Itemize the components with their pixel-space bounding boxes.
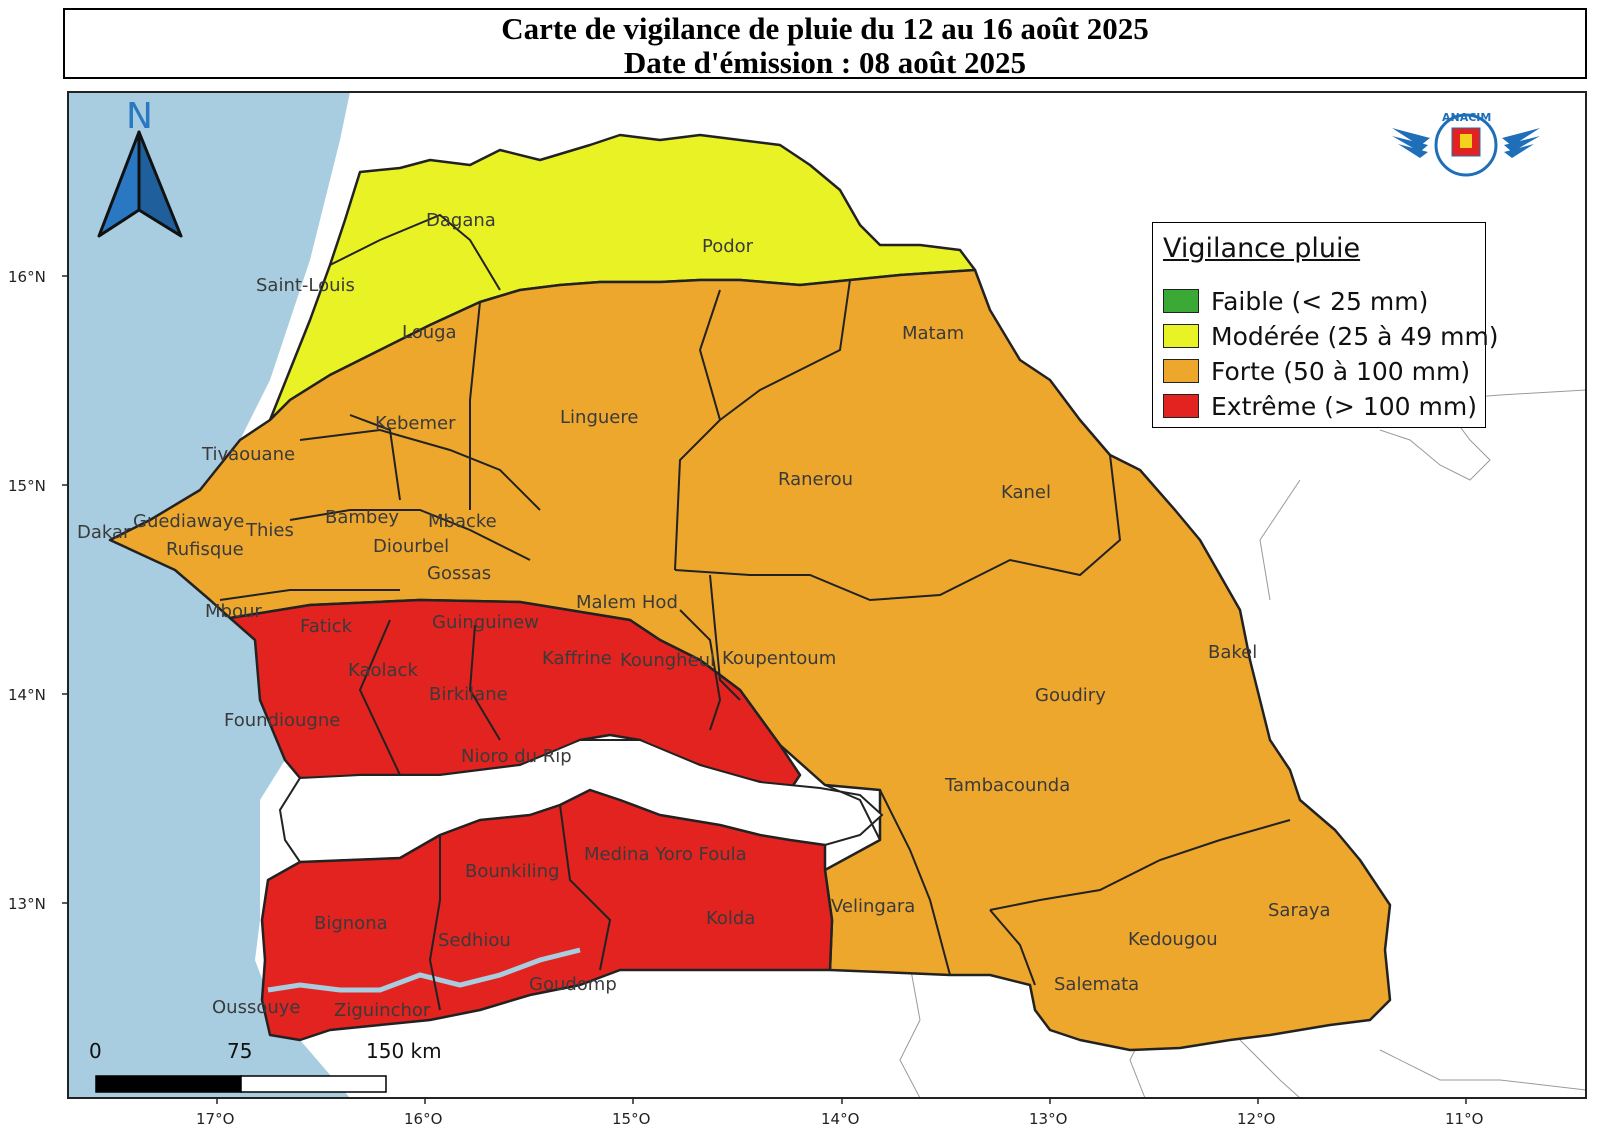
lon-label: 14°O <box>821 1110 859 1128</box>
anacim-logo: ANACIM <box>1392 111 1540 177</box>
place-label: Koungheul <box>620 650 715 671</box>
legend-item-forte: Forte (50 à 100 mm) <box>1163 356 1471 386</box>
place-label: Goudomp <box>529 974 617 995</box>
place-label: Tivaouane <box>201 444 295 465</box>
place-label: Thies <box>245 520 294 541</box>
department-borders <box>219 213 1291 1011</box>
place-label: Salemata <box>1054 974 1139 995</box>
place-label: Kaolack <box>348 660 418 681</box>
legend-item-moderee: Modérée (25 à 49 mm) <box>1163 321 1499 351</box>
legend-swatch <box>1163 289 1199 313</box>
place-label: Tambacounda <box>944 775 1070 796</box>
department-labels: Dagana Podor Saint-Louis Louga Matam Keb… <box>77 210 1331 1021</box>
place-label: Dagana <box>426 210 496 231</box>
place-label: Kaffrine <box>542 648 612 669</box>
place-label: Sedhiou <box>438 930 511 951</box>
place-label: Guediawaye <box>133 511 244 532</box>
legend-label: Extrême (> 100 mm) <box>1211 391 1477 421</box>
legend-title: Vigilance pluie <box>1163 233 1361 264</box>
place-label: Fatick <box>300 616 353 637</box>
lat-label: 14°N <box>8 686 46 704</box>
place-label: Malem Hod <box>576 592 678 613</box>
lon-label: 17°O <box>196 1110 234 1128</box>
map-title: Carte de vigilance de pluie du 12 au 16 … <box>501 11 1149 46</box>
lon-label: 12°O <box>1237 1110 1275 1128</box>
lon-label: 13°O <box>1029 1110 1067 1128</box>
place-label: Louga <box>402 322 457 343</box>
scale-label-75: 75 <box>227 1039 252 1063</box>
legend-swatch <box>1163 394 1199 418</box>
atlantic-ocean <box>68 92 350 1098</box>
lon-label: 16°O <box>404 1110 442 1128</box>
place-label: Kedougou <box>1128 929 1218 950</box>
lon-label: 15°O <box>612 1110 650 1128</box>
legend-item-extreme: Extrême (> 100 mm) <box>1163 391 1477 421</box>
north-letter: N <box>126 96 153 137</box>
place-label: Velingara <box>831 896 915 917</box>
axis-ticks <box>62 275 1467 1104</box>
legend-item-faible: Faible (< 25 mm) <box>1163 286 1429 316</box>
place-label: Saint-Louis <box>256 275 355 296</box>
lat-label: 16°N <box>8 268 46 286</box>
scale-label-150: 150 km <box>366 1039 442 1063</box>
place-label: Koupentoum <box>722 648 836 669</box>
place-label: Ranerou <box>778 469 853 490</box>
north-arrow-icon: N <box>97 96 183 238</box>
place-label: Foundiougne <box>224 710 340 731</box>
legend-label: Faible (< 25 mm) <box>1211 286 1429 316</box>
place-label: Medina Yoro Foula <box>584 844 747 865</box>
map-title-box: Carte de vigilance de pluie du 12 au 16 … <box>63 8 1587 80</box>
place-label: Ziguinchor <box>334 1000 431 1021</box>
place-label: Kolda <box>706 908 755 929</box>
legend-swatch <box>1163 359 1199 383</box>
place-label: Guinguinew <box>432 612 539 633</box>
place-label: Linguere <box>560 407 638 428</box>
place-label: Mbour <box>205 601 262 622</box>
place-label: Gossas <box>427 563 491 584</box>
lat-label: 15°N <box>8 477 46 495</box>
place-label: Kanel <box>1001 482 1051 503</box>
place-label: Bounkiling <box>465 861 559 882</box>
zone-extreme-south <box>260 788 834 1042</box>
map-frame <box>67 91 1587 1099</box>
place-label: Bambey <box>325 507 399 528</box>
casamance-river <box>267 947 581 993</box>
legend-label: Modérée (25 à 49 mm) <box>1211 321 1499 351</box>
place-label: Oussouye <box>212 997 300 1018</box>
place-label: Diourbel <box>373 536 449 557</box>
logo-text: ANACIM <box>1442 111 1491 124</box>
legend-label: Forte (50 à 100 mm) <box>1211 356 1471 386</box>
scale-bar: 0 75 150 km <box>89 1039 442 1093</box>
place-label: Saraya <box>1268 900 1331 921</box>
place-label: Dakar <box>77 522 131 543</box>
place-label: Mbacke <box>428 511 497 532</box>
place-label: Kebemer <box>375 413 456 434</box>
place-label: Rufisque <box>166 539 244 560</box>
legend-swatch <box>1163 324 1199 348</box>
place-label: Goudiry <box>1035 685 1106 706</box>
place-label: Bakel <box>1208 642 1257 663</box>
legend: Vigilance pluie Faible (< 25 mm) Modérée… <box>1152 222 1499 428</box>
place-label: Birkilane <box>429 684 508 705</box>
place-label: Bignona <box>314 913 388 934</box>
lat-label: 13°N <box>8 895 46 913</box>
scale-label-0: 0 <box>89 1039 102 1063</box>
issue-date: Date d'émission : 08 août 2025 <box>623 45 1027 80</box>
place-label: Podor <box>702 236 754 257</box>
place-label: Matam <box>902 323 964 344</box>
place-label: Nioro du Rip <box>461 746 572 767</box>
lon-label: 11°O <box>1445 1110 1483 1128</box>
